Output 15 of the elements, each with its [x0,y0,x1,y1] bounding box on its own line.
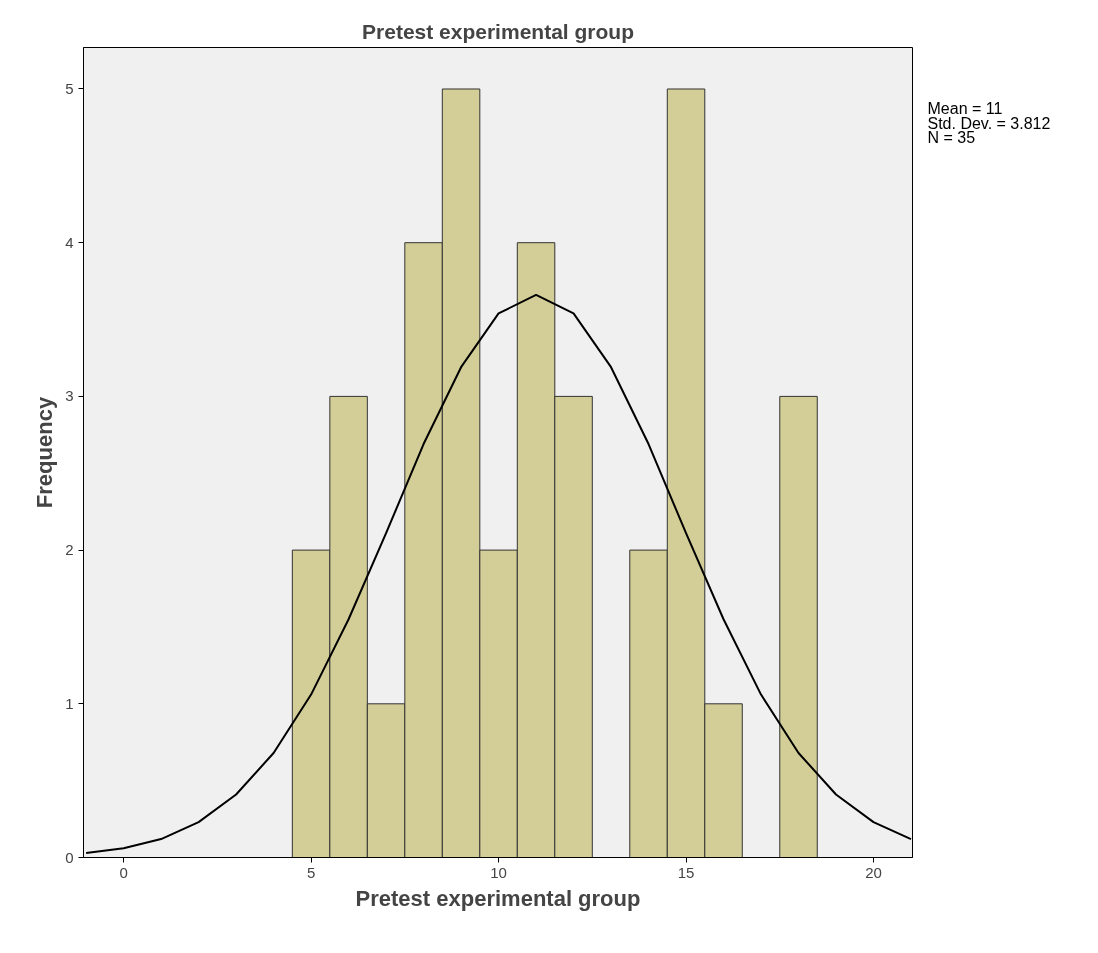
x-tick-label: 5 [306,863,316,881]
x-axis-title: Pretest experimental group [355,885,641,911]
y-tick-label: 2 [65,541,74,559]
text: N = 35 [927,129,976,147]
x-tick-label: 15 [677,863,695,881]
y-tick-label: 5 [65,80,74,97]
y-tick-label: 3 [65,387,74,405]
y-tick-label: 1 [65,694,74,712]
x-tick-label: 10 [490,863,507,881]
y-tick-label: 4 [65,233,74,251]
chart-title: Pretest experimental group [362,19,634,43]
x-tick-label: 0 [119,863,128,881]
y-tick-label: 0 [65,848,74,866]
y-axis-title: Frequency [32,396,58,509]
x-tick-label: 20 [865,863,882,881]
